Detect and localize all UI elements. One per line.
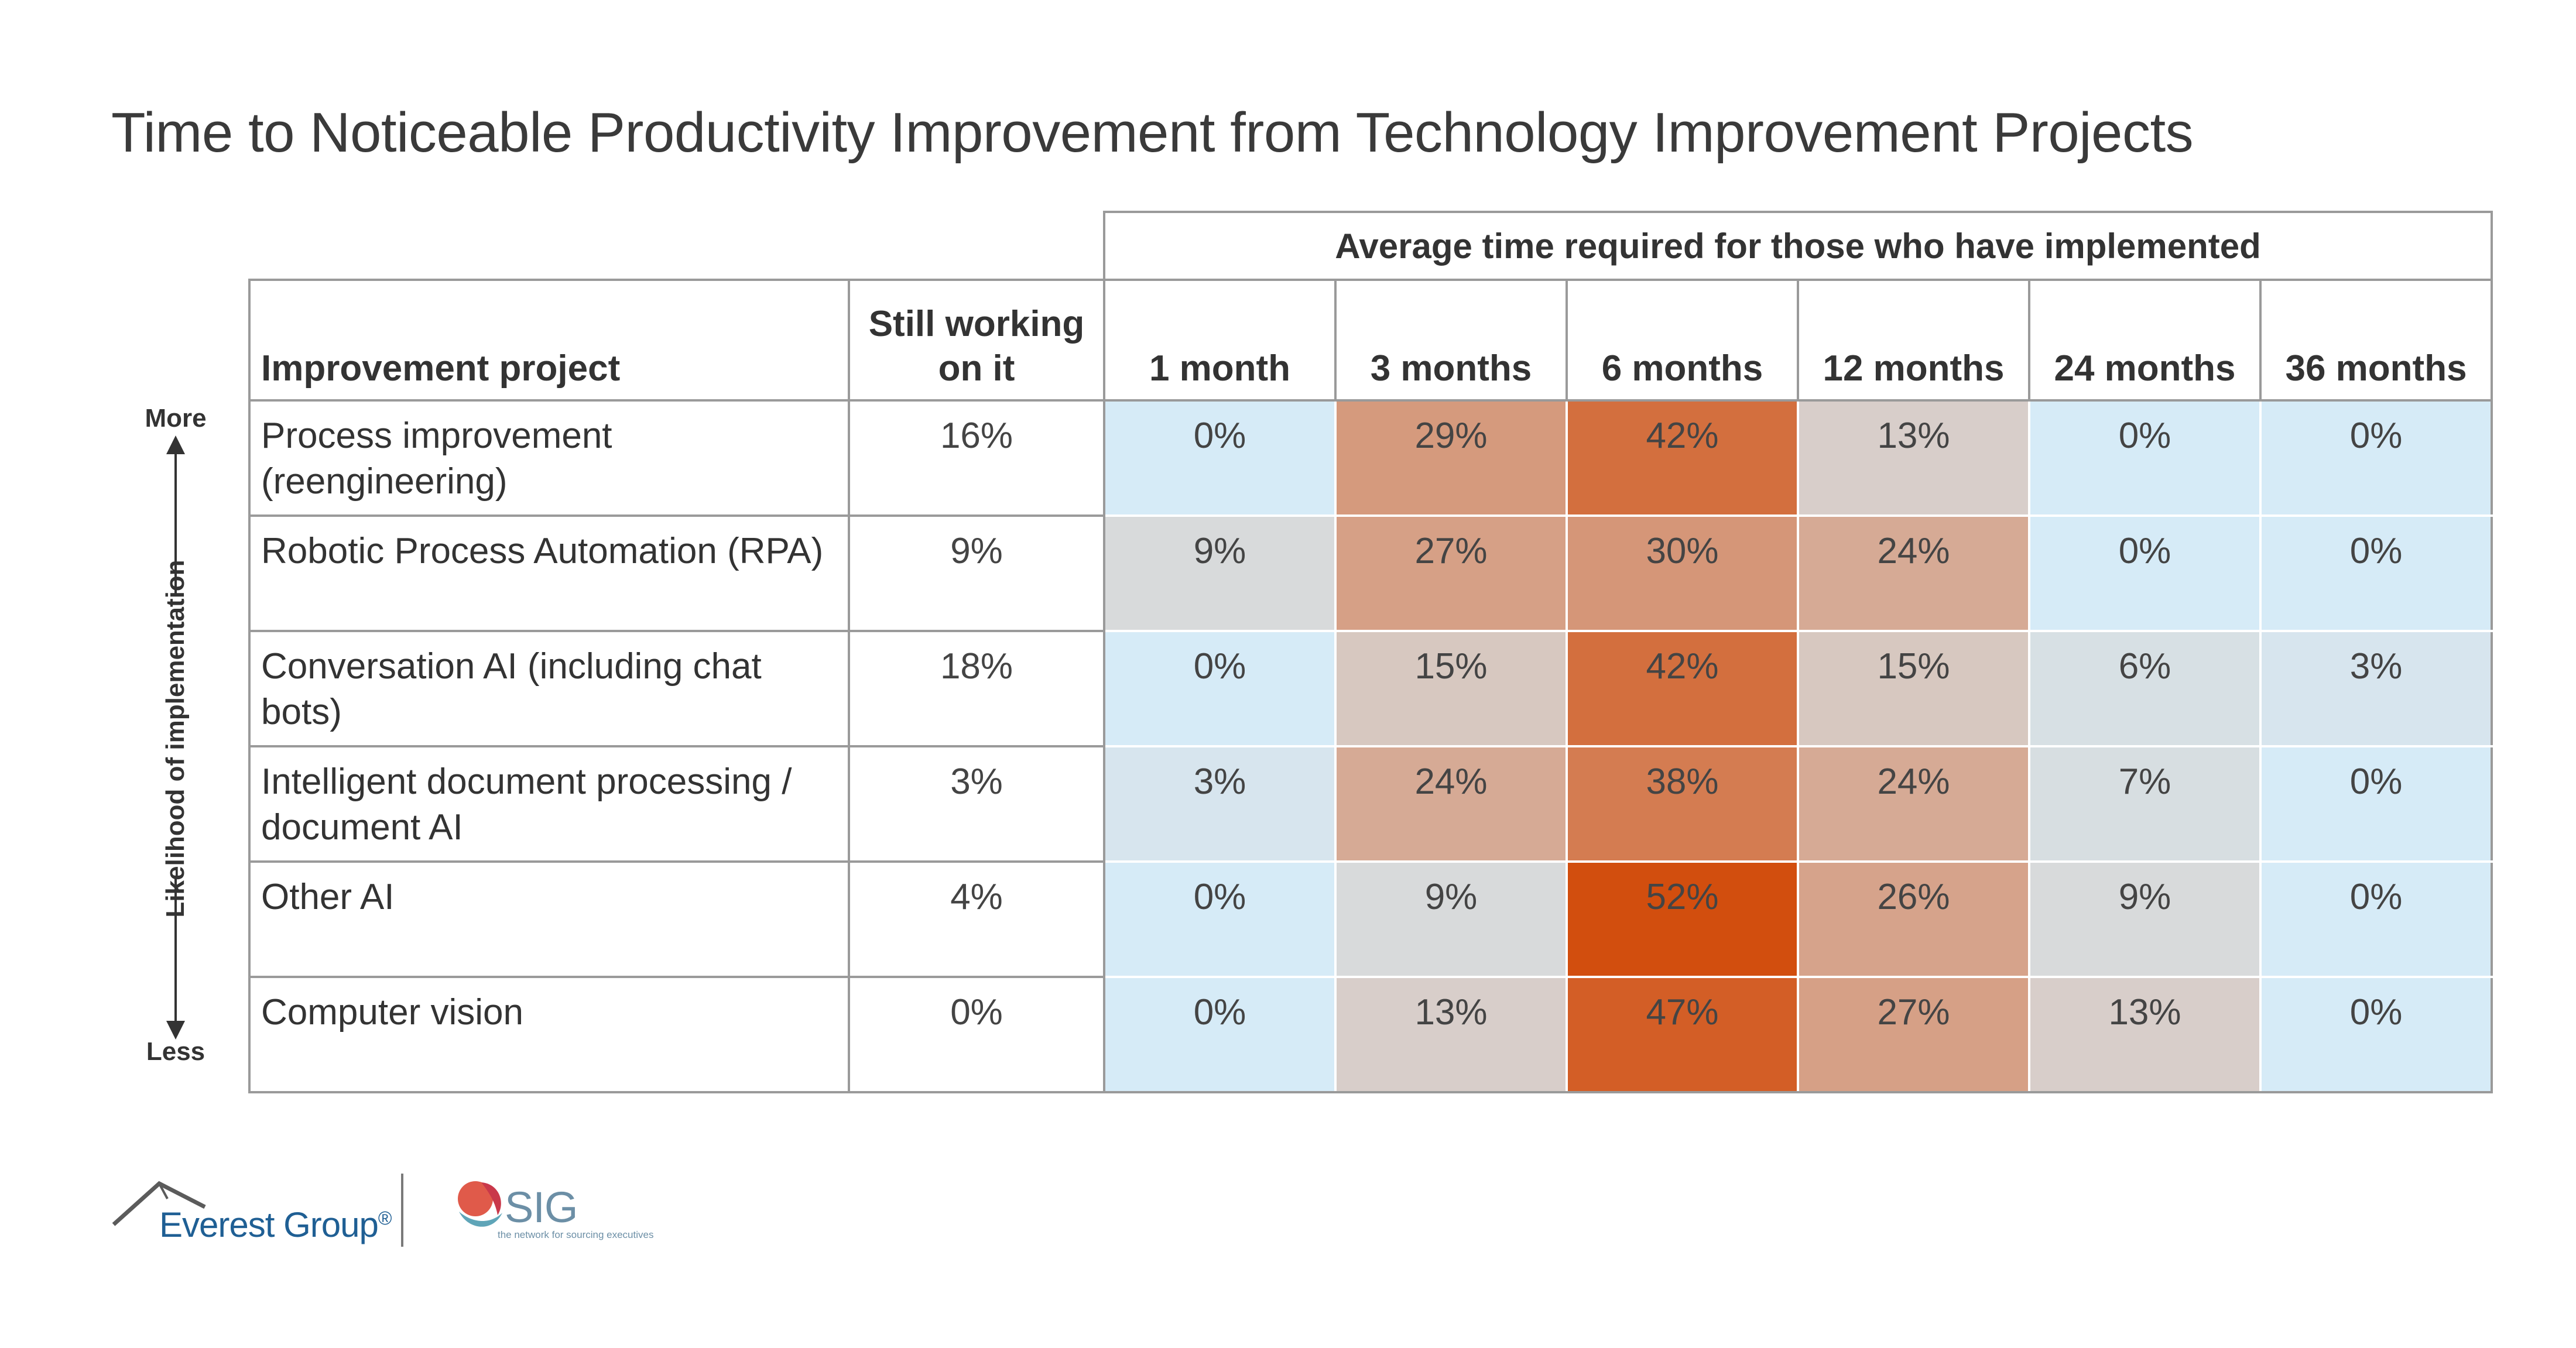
heatmap-cell: 30%: [1566, 514, 1799, 632]
likelihood-arrow-icon: [166, 435, 185, 1040]
heatmap-table: Average time required for those who have…: [248, 211, 2493, 1093]
heatmap-cell: 0%: [2259, 745, 2493, 863]
still-working-value: 0%: [848, 976, 1105, 1093]
heatmap-cell: 0%: [1103, 860, 1337, 978]
heatmap-cell: 0%: [2259, 976, 2493, 1093]
column-header: 6 months: [1566, 279, 1799, 402]
likelihood-axis: More Likelihood of implementation Less: [129, 404, 222, 1071]
heatmap-cell: 7%: [2028, 745, 2262, 863]
still-working-value: 16%: [848, 399, 1105, 517]
heatmap-cell: 15%: [1797, 630, 2030, 747]
heatmap-cell: 42%: [1566, 630, 1799, 747]
everest-wordmark: Everest Group®: [159, 1205, 392, 1244]
heatmap-cell: 9%: [2028, 860, 2262, 978]
group-header: Average time required for those who have…: [1102, 211, 2493, 281]
still-working-value: 3%: [848, 745, 1105, 863]
heatmap-cell: 0%: [1103, 976, 1337, 1093]
table-row: Other AI 4% 0% 9% 52% 26% 9% 0%: [248, 860, 2493, 978]
heatmap-cell: 26%: [1797, 860, 2030, 978]
heatmap-cell: 0%: [2028, 399, 2262, 517]
table-row: Conversation AI (including chat bots) 18%…: [248, 630, 2493, 747]
heatmap-cell: 0%: [2028, 514, 2262, 632]
heatmap-cell: 38%: [1566, 745, 1799, 863]
heatmap-cell: 3%: [2259, 630, 2493, 747]
heatmap-cell: 24%: [1334, 745, 1568, 863]
still-working-value: 18%: [848, 630, 1105, 747]
column-header: 36 months: [2259, 279, 2493, 402]
heatmap-cell: 13%: [1334, 976, 1568, 1093]
axis-top-label: More: [145, 404, 207, 433]
still-working-value: 4%: [848, 860, 1105, 978]
heatmap-cell: 0%: [2259, 399, 2493, 517]
project-label: Process improvement (reengineering): [248, 399, 850, 517]
heatmap-cell: 3%: [1103, 745, 1337, 863]
table-row: Intelligent document processing / docume…: [248, 745, 2493, 863]
sig-logo: SIG the network for sourcing executives: [451, 1171, 653, 1253]
heatmap-cell: 27%: [1797, 976, 2030, 1093]
table-row: Process improvement (reengineering) 16% 0%…: [248, 399, 2493, 517]
heatmap-cell: 27%: [1334, 514, 1568, 632]
table-corner: [249, 212, 1104, 281]
heatmap-cell: 6%: [2028, 630, 2262, 747]
logo-divider: [401, 1174, 403, 1247]
heatmap-cell: 13%: [2028, 976, 2262, 1093]
project-label: Robotic Process Automation (RPA): [248, 514, 850, 632]
heatmap-cell: 29%: [1334, 399, 1568, 517]
still-working-column-header: Still working on it: [848, 279, 1105, 402]
column-header: 1 month: [1103, 279, 1337, 402]
heatmap-cell: 9%: [1103, 514, 1337, 632]
heatmap-cell: 13%: [1797, 399, 2030, 517]
sig-tagline: the network for sourcing executives: [498, 1229, 654, 1240]
project-column-header: Improvement project: [248, 279, 850, 402]
heatmap-cell: 9%: [1334, 860, 1568, 978]
everest-mountain-icon: [112, 1181, 206, 1226]
table-row: Robotic Process Automation (RPA) 9% 9% 27% 3…: [248, 514, 2493, 632]
heatmap-cell: 0%: [1103, 399, 1337, 517]
heatmap-cell: 0%: [2259, 860, 2493, 978]
sig-wordmark: SIG: [505, 1183, 578, 1232]
heatmap-cell: 24%: [1797, 745, 2030, 863]
project-label: Computer vision: [248, 976, 850, 1093]
everest-group-logo: Everest Group®: [111, 1171, 392, 1253]
still-working-value: 9%: [848, 514, 1105, 632]
heatmap-cell: 52%: [1566, 860, 1799, 978]
heatmap-cell: 47%: [1566, 976, 1799, 1093]
heatmap-cell: 42%: [1566, 399, 1799, 517]
chart-title: Time to Noticeable Productivity Improvem…: [111, 101, 2194, 164]
column-header: 3 months: [1334, 279, 1568, 402]
heatmap-cell: 0%: [1103, 630, 1337, 747]
project-label: Intelligent document processing / docume…: [248, 745, 850, 863]
sig-swirl-icon: [458, 1181, 502, 1227]
project-label: Conversation AI (including chat bots): [248, 630, 850, 747]
column-header: 24 months: [2028, 279, 2262, 402]
column-header: 12 months: [1797, 279, 2030, 402]
table-row: Computer vision 0% 0% 13% 47% 27% 13% 0%: [248, 976, 2493, 1093]
axis-bottom-label: Less: [146, 1037, 205, 1066]
heatmap-cell: 24%: [1797, 514, 2030, 632]
heatmap-cell: 15%: [1334, 630, 1568, 747]
project-label: Other AI: [248, 860, 850, 978]
axis-label: Likelihood of implementation: [161, 560, 190, 918]
heatmap-cell: 0%: [2259, 514, 2493, 632]
